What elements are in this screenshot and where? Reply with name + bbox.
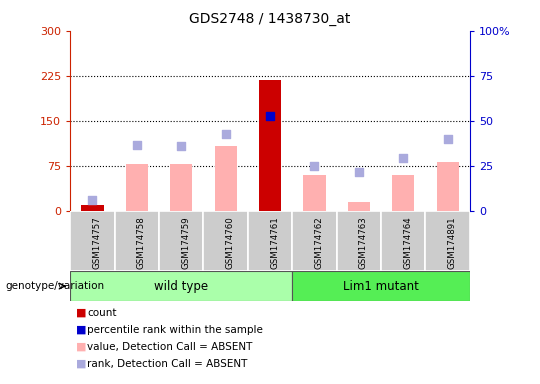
Text: value, Detection Call = ABSENT: value, Detection Call = ABSENT xyxy=(87,342,253,352)
Bar xyxy=(82,205,104,211)
Text: GSM174758: GSM174758 xyxy=(137,216,146,269)
Text: rank, Detection Call = ABSENT: rank, Detection Call = ABSENT xyxy=(87,359,248,369)
Bar xyxy=(159,211,204,271)
Bar xyxy=(259,80,281,211)
Point xyxy=(88,197,97,204)
Bar xyxy=(170,164,192,211)
Point xyxy=(221,131,230,137)
Bar xyxy=(70,271,292,301)
Point xyxy=(443,136,452,142)
Bar xyxy=(204,211,248,271)
Text: ■: ■ xyxy=(76,359,86,369)
Point xyxy=(177,143,186,149)
Text: GDS2748 / 1438730_at: GDS2748 / 1438730_at xyxy=(190,12,350,25)
Bar xyxy=(259,146,281,211)
Text: GSM174761: GSM174761 xyxy=(270,216,279,269)
Text: count: count xyxy=(87,308,117,318)
Text: GSM174762: GSM174762 xyxy=(314,216,323,269)
Bar xyxy=(126,164,148,211)
Bar xyxy=(248,211,292,271)
Text: percentile rank within the sample: percentile rank within the sample xyxy=(87,325,264,335)
Text: GSM174764: GSM174764 xyxy=(403,216,412,269)
Point xyxy=(399,155,408,161)
Text: ■: ■ xyxy=(76,308,86,318)
Text: GSM174759: GSM174759 xyxy=(181,216,190,268)
Text: GSM174757: GSM174757 xyxy=(92,216,102,269)
Point xyxy=(354,169,363,175)
Bar xyxy=(114,211,159,271)
Bar xyxy=(426,211,470,271)
Text: Lim1 mutant: Lim1 mutant xyxy=(343,280,419,293)
Point xyxy=(132,142,141,148)
Bar xyxy=(292,271,470,301)
Bar xyxy=(70,211,114,271)
Bar xyxy=(436,162,458,211)
Point xyxy=(266,113,274,119)
Bar xyxy=(214,146,237,211)
Bar xyxy=(392,175,414,211)
Bar xyxy=(292,211,336,271)
Text: wild type: wild type xyxy=(154,280,208,293)
Text: GSM174760: GSM174760 xyxy=(226,216,234,269)
Text: genotype/variation: genotype/variation xyxy=(5,281,105,291)
Bar xyxy=(336,211,381,271)
Bar xyxy=(348,202,370,211)
Text: GSM174891: GSM174891 xyxy=(448,216,457,268)
Bar xyxy=(381,211,426,271)
Text: ■: ■ xyxy=(76,342,86,352)
Point xyxy=(310,163,319,169)
Text: ■: ■ xyxy=(76,325,86,335)
Bar xyxy=(303,175,326,211)
Text: GSM174763: GSM174763 xyxy=(359,216,368,269)
